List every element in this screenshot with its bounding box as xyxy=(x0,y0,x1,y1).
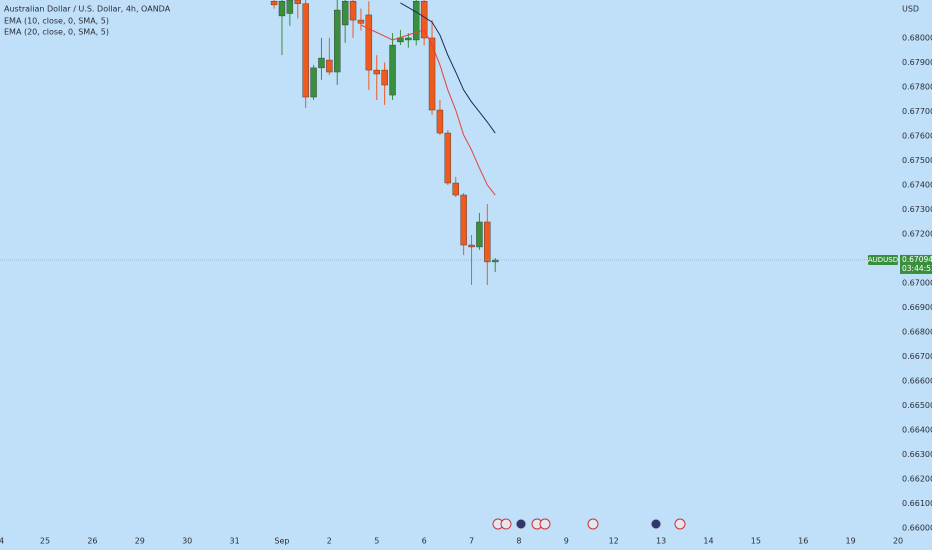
candle-body xyxy=(492,259,499,263)
candle-body xyxy=(270,1,278,6)
y-unit: USD xyxy=(902,5,919,14)
y-tick-label: 0.66400 xyxy=(902,425,932,434)
y-tick-label: 0.67800 xyxy=(902,82,932,91)
legend: Australian Dollar / U.S. Dollar, 4h, OAN… xyxy=(4,5,171,37)
candle-body xyxy=(397,37,404,43)
symbol-badge xyxy=(868,254,898,265)
x-tick-label: 26 xyxy=(87,537,97,546)
candle-body xyxy=(349,1,357,21)
y-tick-label: 0.67700 xyxy=(902,107,932,116)
y-tick-label: 0.66600 xyxy=(902,376,932,385)
legend-entry: EMA (10, close, 0, SMA, 5) xyxy=(4,17,109,26)
y-tick-label: 0.67000 xyxy=(902,278,932,287)
candle-body xyxy=(310,67,317,98)
x-tick-label: 15 xyxy=(751,537,761,546)
event-icon xyxy=(539,518,551,530)
candle-body xyxy=(286,0,294,14)
plot-area xyxy=(0,0,868,285)
event-icon xyxy=(587,518,599,530)
candle-body xyxy=(389,44,396,96)
price-badge xyxy=(900,254,932,274)
candle-body xyxy=(436,109,444,134)
y-tick-label: 0.67200 xyxy=(902,229,932,238)
symbol-label: AUDUSD xyxy=(868,256,898,264)
candle-body xyxy=(357,19,365,24)
x-tick-label: 19 xyxy=(846,537,856,546)
y-tick-label: 0.67300 xyxy=(902,205,932,214)
x-tick-label: Sep xyxy=(274,537,289,546)
legend-entry: EMA (20, close, 0, SMA, 5) xyxy=(4,28,109,37)
event-icons xyxy=(492,518,686,530)
candle-body xyxy=(476,221,483,248)
candle-body xyxy=(381,69,388,86)
y-tick-label: 0.66300 xyxy=(902,450,932,459)
x-tick-label: 7 xyxy=(469,537,474,546)
y-tick-label: 0.67900 xyxy=(902,58,932,67)
candle-body xyxy=(334,9,341,73)
ema-line xyxy=(400,2,496,134)
x-tick-label: 20 xyxy=(893,537,903,546)
candle-body xyxy=(294,0,301,4)
candle-body xyxy=(428,37,436,111)
y-tick-label: 0.66200 xyxy=(902,474,932,483)
x-tick-label: 2 xyxy=(327,537,332,546)
candle-body xyxy=(318,57,325,69)
y-tick-label: 0.67400 xyxy=(902,180,932,189)
x-tick-label: 16 xyxy=(798,537,808,546)
candle-body xyxy=(373,69,380,75)
candle-body xyxy=(302,3,309,98)
x-tick-label: 29 xyxy=(135,537,145,546)
x-tick-label: 9 xyxy=(564,537,569,546)
candle-body xyxy=(484,221,491,263)
candle-body xyxy=(413,1,420,41)
candle-body xyxy=(365,14,373,71)
x-tick-label: 6 xyxy=(422,537,427,546)
candle-body xyxy=(278,1,286,17)
y-tick-label: 0.66800 xyxy=(902,327,932,336)
x-tick-label: 14 xyxy=(703,537,713,546)
y-tick-label: 0.66100 xyxy=(902,499,932,508)
x-tick-label: 8 xyxy=(516,537,521,546)
chart-title: Australian Dollar / U.S. Dollar, 4h, OAN… xyxy=(4,5,171,14)
x-tick-label: 13 xyxy=(656,537,666,546)
candle-body xyxy=(405,37,412,41)
event-icon xyxy=(674,518,686,530)
candle-body xyxy=(444,132,452,184)
ema-line xyxy=(360,24,496,196)
y-tick-label: 0.67500 xyxy=(902,156,932,165)
x-tick-label: 30 xyxy=(182,537,192,546)
event-icon xyxy=(500,518,512,530)
countdown-label: 03:44:53 xyxy=(902,264,932,273)
y-tick-label: 0.66700 xyxy=(902,352,932,361)
candle-body xyxy=(341,1,349,26)
candle-body xyxy=(326,59,333,73)
candle-body xyxy=(460,194,467,246)
y-tick-label: 0.66500 xyxy=(902,401,932,410)
y-tick-label: 0.66900 xyxy=(902,303,932,312)
x-tick-label: 4 xyxy=(0,537,4,546)
y-tick-label: 0.66000 xyxy=(902,523,932,532)
price-label: 0.67094 xyxy=(902,255,932,264)
event-icon xyxy=(515,518,527,530)
y-tick-label: 0.67600 xyxy=(902,131,932,140)
x-tick-label: 12 xyxy=(609,537,619,546)
event-icon xyxy=(650,518,662,530)
x-tick-label: 31 xyxy=(229,537,239,546)
candle-body xyxy=(468,244,475,248)
candle-body xyxy=(420,1,428,39)
candle-body xyxy=(452,182,459,196)
y-tick-label: 0.68000 xyxy=(902,33,932,42)
x-tick-label: 5 xyxy=(374,537,379,546)
x-tick-label: 25 xyxy=(40,537,50,546)
